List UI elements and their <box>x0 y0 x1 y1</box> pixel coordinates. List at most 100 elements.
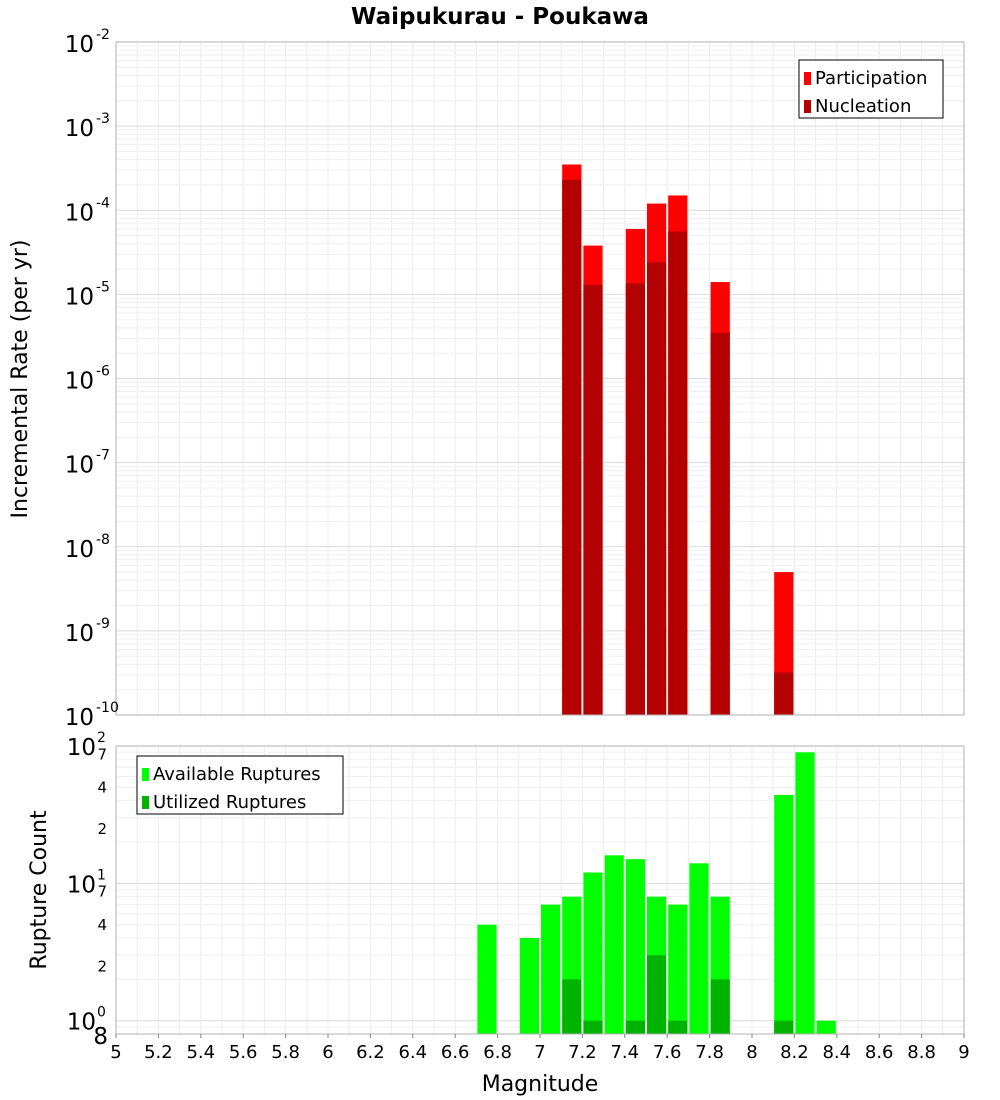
bar-available-ruptures <box>541 904 561 1034</box>
bar-available-ruptures <box>477 924 497 1034</box>
x-tick-label: 8.4 <box>822 1042 851 1063</box>
y-tick-label: 4 <box>97 779 107 797</box>
bar-nucleation <box>668 231 688 715</box>
bar-utilized-ruptures <box>710 979 730 1034</box>
y-tick-exponent: -6 <box>96 364 110 380</box>
y-tick-exponent: 0 <box>97 1005 106 1021</box>
y-tick-label: 10 <box>65 200 94 226</box>
bar-utilized-ruptures <box>774 1020 794 1034</box>
y-tick-exponent: -8 <box>96 532 110 548</box>
top-y-ticks: 10-210-310-410-510-610-710-810-910-10 <box>65 27 119 731</box>
y-tick-label: 10 <box>65 621 94 647</box>
bar-available-ruptures <box>519 938 539 1034</box>
x-tick-label: 6 <box>322 1042 333 1063</box>
y-tick-label: 2 <box>97 957 107 975</box>
top-grid <box>115 41 965 716</box>
legend-swatch <box>142 796 149 809</box>
y-tick-exponent: -9 <box>96 616 110 632</box>
bar-nucleation <box>625 283 645 715</box>
y-tick-exponent: -4 <box>96 195 110 211</box>
legend-swatch <box>804 100 811 113</box>
bottom-bars <box>477 752 836 1034</box>
y-tick-label: 8 <box>93 1024 108 1050</box>
bar-available-ruptures <box>816 1020 836 1034</box>
y-tick-label: 4 <box>97 916 107 934</box>
bar-utilized-ruptures <box>583 1020 603 1034</box>
y-tick-label: 10 <box>65 116 94 142</box>
legend-box <box>136 755 344 815</box>
bar-utilized-ruptures <box>625 1020 645 1034</box>
x-tick-label: 9 <box>958 1042 969 1063</box>
y-tick-exponent: -3 <box>96 111 110 127</box>
y-tick-label: 10 <box>65 705 94 731</box>
legend-label: Utilized Ruptures <box>153 792 306 813</box>
x-tick-label: 7 <box>534 1042 545 1063</box>
bar-nucleation <box>583 284 603 715</box>
chart-title: Waipukurau - Poukawa <box>351 4 649 30</box>
y-tick-label: 10 <box>65 284 94 310</box>
x-axis-title: Magnitude <box>482 1072 599 1097</box>
y-tick-exponent: -10 <box>96 700 119 716</box>
y-tick-label: 10 <box>65 369 94 395</box>
bar-available-ruptures <box>668 904 688 1034</box>
bar-utilized-ruptures <box>647 955 667 1034</box>
y-tick-label: 10 <box>65 32 94 58</box>
bar-available-ruptures <box>625 859 645 1034</box>
x-tick-label: 6.8 <box>483 1042 512 1063</box>
bottom-y-axis-title: Rupture Count <box>27 810 52 970</box>
x-tick-label: 7.6 <box>653 1042 682 1063</box>
bar-available-ruptures <box>795 752 815 1034</box>
bar-nucleation <box>774 672 794 715</box>
legend-label: Nucleation <box>815 96 911 117</box>
y-tick-label: 7 <box>97 745 107 763</box>
top-legend: Participation Nucleation <box>798 59 944 119</box>
x-tick-label: 5.6 <box>229 1042 258 1063</box>
x-tick-label: 5.8 <box>271 1042 300 1063</box>
y-tick-exponent: 1 <box>97 867 106 883</box>
legend-label: Participation <box>815 68 927 89</box>
y-tick-exponent: 2 <box>97 730 106 746</box>
top-plot-border <box>115 41 965 716</box>
y-tick-label: 10 <box>67 735 96 761</box>
x-tick-label: 6.4 <box>398 1042 427 1063</box>
x-tick-label: 7.8 <box>695 1042 724 1063</box>
x-tick-label: 6.2 <box>356 1042 385 1063</box>
x-tick-label: 7.2 <box>568 1042 597 1063</box>
x-tick-label: 5 <box>110 1042 121 1063</box>
top-bars <box>562 164 794 716</box>
x-tick-label: 5.2 <box>144 1042 173 1063</box>
bar-nucleation <box>562 179 582 715</box>
x-tick-label: 8.8 <box>907 1042 936 1063</box>
legend-swatch <box>142 768 149 781</box>
legend-label: Available Ruptures <box>153 764 321 785</box>
x-tick-label: 8 <box>746 1042 757 1063</box>
y-tick-exponent: -7 <box>96 448 110 464</box>
y-tick-label: 2 <box>97 820 107 838</box>
y-tick-label: 10 <box>65 537 94 563</box>
x-tick-label: 8.6 <box>865 1042 894 1063</box>
x-ticks: 5 5.2 5.4 5.6 5.8 6 6.2 6.4 6.6 6.8 7 7.2 7.4 7.6 7.8 8… <box>110 1034 970 1063</box>
bar-available-ruptures <box>583 872 603 1034</box>
bar-available-ruptures <box>774 794 794 1034</box>
legend-swatch <box>804 72 811 85</box>
bar-utilized-ruptures <box>668 1020 688 1034</box>
bar-nucleation <box>710 332 730 715</box>
bar-nucleation <box>647 262 667 715</box>
x-tick-label: 6.6 <box>441 1042 470 1063</box>
y-tick-exponent: -2 <box>96 27 110 43</box>
bar-utilized-ruptures <box>562 979 582 1034</box>
bar-available-ruptures <box>604 855 624 1034</box>
x-tick-label: 5.4 <box>186 1042 215 1063</box>
bottom-legend: Available Ruptures Utilized Ruptures <box>136 755 344 815</box>
y-tick-label: 10 <box>67 1010 96 1036</box>
x-tick-label: 8.2 <box>780 1042 809 1063</box>
top-y-axis-title: Incremental Rate (per yr) <box>8 240 33 519</box>
legend-box <box>798 59 944 119</box>
y-tick-label: 7 <box>97 883 107 901</box>
top-panel: 10-210-310-410-510-610-710-810-910-10 In… <box>8 27 965 731</box>
y-tick-label: 10 <box>67 872 96 898</box>
y-tick-label: 10 <box>65 453 94 479</box>
